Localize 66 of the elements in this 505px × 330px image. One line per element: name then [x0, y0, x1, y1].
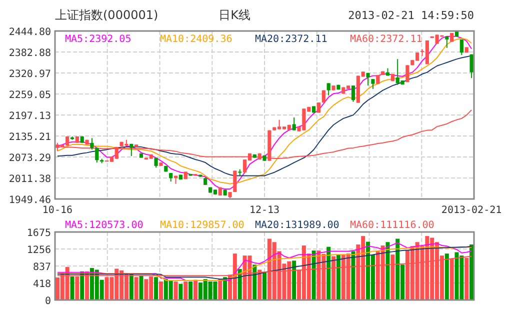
candlestick: [406, 64, 410, 83]
bar: [326, 246, 331, 300]
candlestick: [322, 90, 326, 103]
y-tick-label: 1949.46: [8, 195, 51, 206]
text: MA5:120573.00: [65, 220, 144, 231]
bar: [351, 251, 356, 300]
candlestick: [292, 116, 296, 131]
bar: [262, 272, 266, 300]
candlestick: [366, 72, 370, 86]
bar: [292, 260, 296, 300]
candlestick: [460, 38, 464, 56]
x-tick-label: 10-16: [42, 205, 73, 216]
text: MA20:2372.11: [255, 34, 328, 45]
text: MA20:131989.00: [255, 220, 340, 231]
candlestick: [371, 78, 375, 90]
candlestick: [90, 138, 94, 150]
y-tick-label: 2444.80: [8, 27, 51, 38]
text: 2013-02-21 14:59:50: [348, 9, 474, 22]
bar: [154, 277, 158, 300]
text: MA10:129857.00: [160, 220, 244, 231]
candlestick: [130, 143, 134, 157]
y-tick-label: 0: [44, 296, 51, 307]
bar: [336, 254, 340, 300]
y-tick-label: 418: [32, 279, 51, 290]
bar: [178, 284, 183, 300]
candlestick: [228, 192, 232, 198]
candlestick: [95, 147, 99, 164]
y-tick-label: 2382.88: [8, 48, 51, 59]
bar: [312, 250, 316, 300]
candlestick: [470, 54, 474, 79]
chart-subtitle: 日K线: [218, 8, 250, 22]
bar: [174, 281, 178, 300]
y-tick-label: 2011.38: [8, 174, 51, 185]
text: MA60:2372.11: [350, 34, 422, 45]
bar: [470, 244, 474, 300]
bar: [444, 254, 449, 300]
y-tick-label: 2073.29: [8, 153, 51, 164]
bar: [238, 269, 242, 300]
bar: [252, 264, 257, 300]
candlestick: [351, 85, 356, 102]
bar: [184, 281, 188, 300]
text: MA60:111116.00: [350, 220, 434, 231]
text: MA10:2409.36: [160, 34, 232, 45]
y-tick-label: 2197.13: [8, 111, 51, 122]
chart-title: 上证指数(000001): [55, 8, 158, 22]
candlestick: [326, 82, 330, 96]
y-tick-label: 1675: [26, 228, 51, 239]
y-tick-label: 2135.21: [8, 132, 51, 143]
bar: [386, 242, 390, 300]
bar: [188, 281, 193, 300]
candlestick: [233, 170, 237, 193]
bar: [139, 276, 144, 300]
y-tick-label: 2259.05: [8, 90, 51, 101]
text: MA5:2392.05: [65, 34, 132, 45]
line-series: [56, 55, 472, 176]
y-tick-label: 1256: [26, 245, 51, 256]
y-tick-label: 837: [32, 262, 51, 274]
bar: [70, 276, 74, 300]
bar: [193, 280, 198, 300]
bar: [129, 274, 134, 300]
bar: [158, 281, 163, 300]
x-tick-label: 2013-02-21: [441, 205, 502, 216]
y-tick-label: 2320.97: [8, 69, 51, 80]
line-series: [56, 109, 472, 159]
x-tick-label: 12-13: [249, 205, 280, 216]
bar: [218, 279, 222, 300]
